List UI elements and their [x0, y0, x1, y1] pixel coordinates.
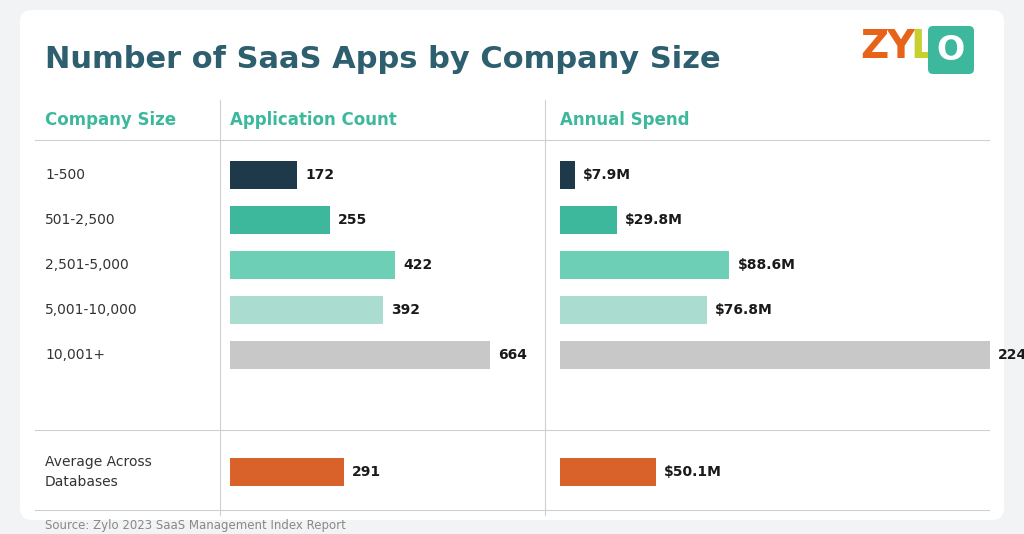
Bar: [560, 251, 729, 279]
Text: 255: 255: [338, 213, 367, 227]
Text: Z: Z: [860, 28, 888, 66]
Bar: [560, 161, 575, 189]
Text: $29.8M: $29.8M: [625, 213, 683, 227]
Text: $7.9M: $7.9M: [583, 168, 631, 182]
Text: Source: Zylo 2023 SaaS Management Index Report: Source: Zylo 2023 SaaS Management Index …: [45, 519, 346, 531]
Bar: [230, 458, 344, 486]
Bar: [560, 296, 707, 324]
Text: 664: 664: [498, 348, 527, 362]
Text: O: O: [937, 34, 966, 67]
Bar: [230, 341, 490, 369]
Text: $76.8M: $76.8M: [715, 303, 773, 317]
Text: 5,001-10,000: 5,001-10,000: [45, 303, 137, 317]
Text: Y: Y: [886, 28, 914, 66]
Bar: [560, 206, 617, 234]
Text: 224.8M: 224.8M: [998, 348, 1024, 362]
FancyBboxPatch shape: [928, 26, 974, 74]
Text: L: L: [910, 28, 935, 66]
Text: 422: 422: [403, 258, 432, 272]
Text: Application Count: Application Count: [230, 111, 396, 129]
Text: Annual Spend: Annual Spend: [560, 111, 689, 129]
Text: 1-500: 1-500: [45, 168, 85, 182]
Bar: [230, 251, 395, 279]
Text: 291: 291: [352, 465, 381, 479]
Bar: [560, 458, 655, 486]
Bar: [560, 341, 990, 369]
FancyBboxPatch shape: [20, 10, 1004, 520]
Text: 2,501-5,000: 2,501-5,000: [45, 258, 129, 272]
Text: 10,001+: 10,001+: [45, 348, 105, 362]
Bar: [230, 206, 330, 234]
Text: 392: 392: [391, 303, 421, 317]
Text: Company Size: Company Size: [45, 111, 176, 129]
Bar: [230, 161, 297, 189]
Text: 501-2,500: 501-2,500: [45, 213, 116, 227]
Text: $50.1M: $50.1M: [664, 465, 722, 479]
Text: Average Across
Databases: Average Across Databases: [45, 456, 152, 489]
Text: Number of SaaS Apps by Company Size: Number of SaaS Apps by Company Size: [45, 45, 721, 75]
Text: 172: 172: [305, 168, 335, 182]
Text: $88.6M: $88.6M: [737, 258, 796, 272]
Bar: [230, 296, 384, 324]
